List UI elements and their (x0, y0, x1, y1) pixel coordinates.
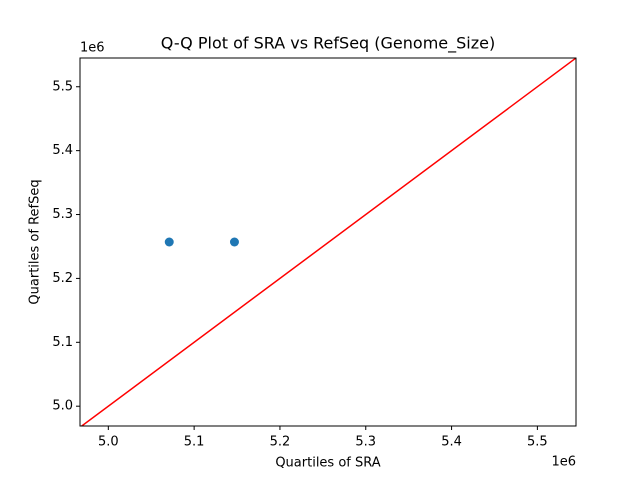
chart-title: Q-Q Plot of SRA vs RefSeq (Genome_Size) (161, 34, 495, 54)
y-tick-label: 5.5 (52, 79, 73, 94)
x-tick-label: 5.2 (270, 435, 291, 450)
y-axis-label: Quartiles of RefSeq (28, 179, 43, 304)
x-offset-label: 1e6 (551, 455, 576, 470)
x-tick-label: 5.0 (98, 435, 119, 450)
x-tick-label: 5.1 (184, 435, 205, 450)
data-point (229, 237, 239, 247)
x-tick-label: 5.3 (355, 435, 376, 450)
y-offset-label: 1e6 (80, 41, 105, 56)
y-tick-label: 5.2 (52, 271, 73, 286)
y-tick-label: 5.0 (52, 399, 73, 414)
axes-frame (79, 57, 577, 427)
data-point (164, 237, 174, 247)
y-tick-label: 5.1 (52, 335, 73, 350)
x-tick-label: 5.4 (441, 435, 462, 450)
y-tick-label: 5.3 (52, 207, 73, 222)
reference-line (80, 58, 576, 426)
x-axis-label: Quartiles of SRA (275, 456, 380, 471)
y-tick-label: 5.4 (52, 143, 73, 158)
x-tick-label: 5.5 (527, 435, 548, 450)
